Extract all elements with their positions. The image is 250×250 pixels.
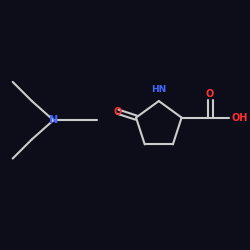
Text: N: N [49,115,58,125]
Text: HN: HN [151,85,166,94]
Text: OH: OH [232,112,248,122]
Text: O: O [114,107,122,117]
Text: O: O [205,89,213,99]
